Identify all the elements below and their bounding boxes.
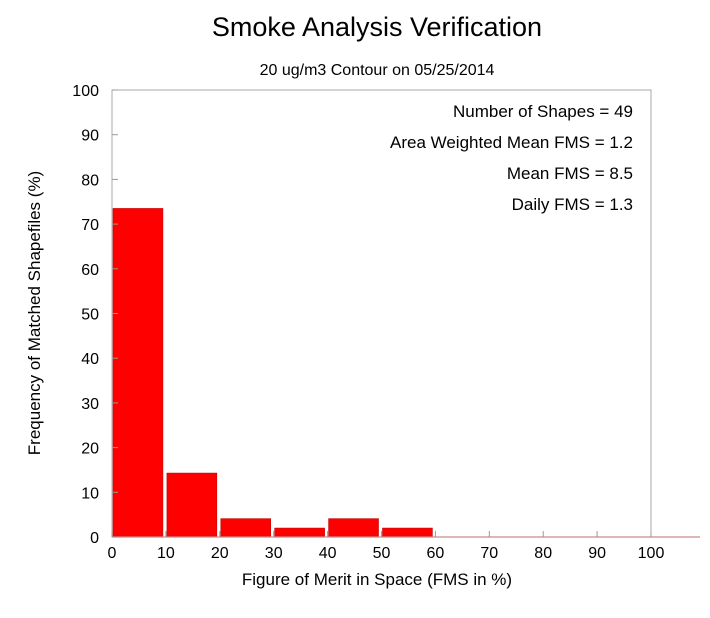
- x-tick-label: 0: [108, 545, 117, 562]
- stat-annotation: Mean FMS = 8.5: [507, 164, 633, 183]
- histogram-bar: [274, 527, 325, 538]
- y-tick-label: 40: [81, 351, 99, 368]
- x-tick-label: 90: [588, 545, 606, 562]
- y-tick-label: 50: [81, 307, 99, 324]
- x-axis-ticks: 0 10 20 30 40 50 60 70 80 90 100: [108, 531, 665, 562]
- x-tick-label: 70: [480, 545, 498, 562]
- x-tick-label: 100: [638, 545, 665, 562]
- y-tick-label: 30: [81, 396, 99, 413]
- stat-annotation: Number of Shapes = 49: [453, 102, 633, 121]
- y-tick-label: 70: [81, 217, 99, 234]
- y-axis-label: Frequency of Matched Shapefiles (%): [25, 171, 44, 455]
- y-tick-label: 60: [81, 262, 99, 279]
- x-tick-label: 80: [534, 545, 552, 562]
- annotations-group: Number of Shapes = 49 Area Weighted Mean …: [390, 102, 633, 214]
- chart-subtitle: 20 ug/m3 Contour on 05/25/2014: [260, 62, 495, 79]
- stat-annotation: Area Weighted Mean FMS = 1.2: [390, 133, 633, 152]
- x-axis-label: Figure of Merit in Space (FMS in %): [242, 570, 512, 589]
- y-tick-label: 20: [81, 441, 99, 458]
- stat-annotation: Daily FMS = 1.3: [512, 195, 633, 214]
- x-tick-label: 50: [373, 545, 391, 562]
- histogram-bar: [220, 518, 272, 538]
- x-tick-label: 10: [157, 545, 175, 562]
- x-tick-label: 30: [265, 545, 283, 562]
- bars-group: [112, 208, 433, 538]
- chart-title: Smoke Analysis Verification: [212, 12, 542, 42]
- y-tick-label: 0: [90, 530, 99, 547]
- y-tick-label: 10: [81, 485, 99, 502]
- histogram-bar: [328, 518, 379, 538]
- x-tick-label: 40: [319, 545, 337, 562]
- x-tick-label: 60: [427, 545, 445, 562]
- y-tick-label: 80: [81, 172, 99, 189]
- y-axis-ticks: 0 10 20 30 40 50 60 70 80 90 100: [72, 83, 118, 547]
- y-tick-label: 100: [72, 83, 99, 100]
- histogram-bar: [166, 472, 218, 538]
- y-tick-label: 90: [81, 128, 99, 145]
- x-tick-label: 20: [211, 545, 229, 562]
- histogram-bar: [382, 527, 433, 538]
- histogram-bar: [112, 208, 164, 538]
